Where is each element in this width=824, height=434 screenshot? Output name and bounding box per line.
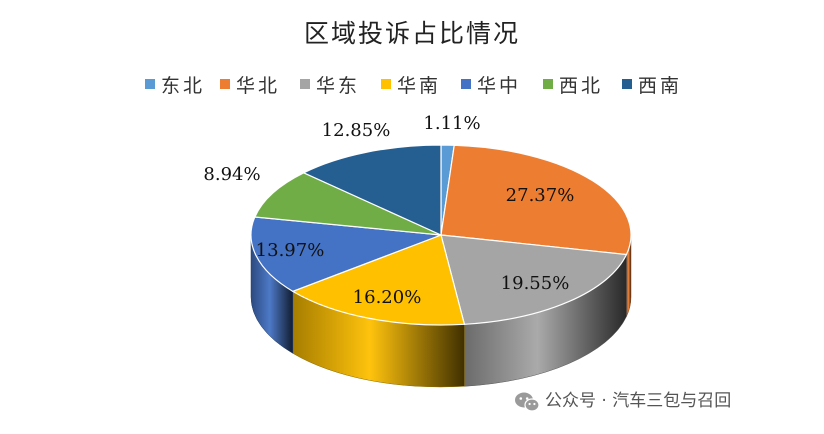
legend-label: 华北 <box>236 75 280 97</box>
legend-swatch <box>220 79 230 89</box>
legend-label: 西北 <box>559 75 603 97</box>
pie-sides <box>250 234 632 388</box>
data-label-6: 8.94% <box>203 164 260 185</box>
legend-swatch <box>461 79 471 89</box>
pie-top <box>250 144 632 326</box>
pie-slice-7 <box>302 144 442 236</box>
chart-title: 区域投诉占比情况 <box>304 19 520 48</box>
pie-slice-4 <box>291 234 466 326</box>
legend-swatch <box>543 79 553 89</box>
data-label-1: 1.11% <box>423 113 480 134</box>
legend-item-3: 华东 <box>300 75 360 97</box>
data-label-5: 13.97% <box>256 240 325 261</box>
legend-label: 华南 <box>397 75 441 97</box>
pie-slice-2 <box>440 144 632 256</box>
data-label-7: 12.85% <box>322 120 391 141</box>
data-label-2: 27.37% <box>506 185 575 206</box>
watermark: 公众号 · 汽车三包与召回 <box>515 391 731 412</box>
pie-slice-6 <box>253 172 442 236</box>
legend-swatch <box>622 79 632 89</box>
legend-item-2: 华北 <box>220 75 280 97</box>
data-labels: 1.11% 27.37% 19.55% 16.20% 13.97% 8.94% 12.85% <box>203 113 574 308</box>
legend-swatch <box>381 79 391 89</box>
legend: 东北 华北 华东 华南 华中 西北 西南 <box>145 75 682 97</box>
legend-item-1: 东北 <box>145 75 205 97</box>
wechat-icon <box>515 392 540 412</box>
data-label-4: 16.20% <box>353 287 422 308</box>
data-label-3: 19.55% <box>501 273 570 294</box>
legend-label: 华东 <box>316 75 360 97</box>
pie-body <box>250 144 632 388</box>
legend-label: 华中 <box>477 75 521 97</box>
legend-item-7: 西南 <box>622 75 682 97</box>
legend-item-5: 华中 <box>461 75 521 97</box>
pie-slice-3 <box>440 234 628 325</box>
legend-item-6: 西北 <box>543 75 603 97</box>
watermark-text: 公众号 · 汽车三包与召回 <box>545 391 731 411</box>
legend-item-4: 华南 <box>381 75 441 97</box>
legend-swatch <box>145 79 155 89</box>
legend-label: 东北 <box>161 75 205 97</box>
legend-swatch <box>300 79 310 89</box>
pie-slice-5 <box>250 216 442 292</box>
legend-label: 西南 <box>638 75 682 97</box>
